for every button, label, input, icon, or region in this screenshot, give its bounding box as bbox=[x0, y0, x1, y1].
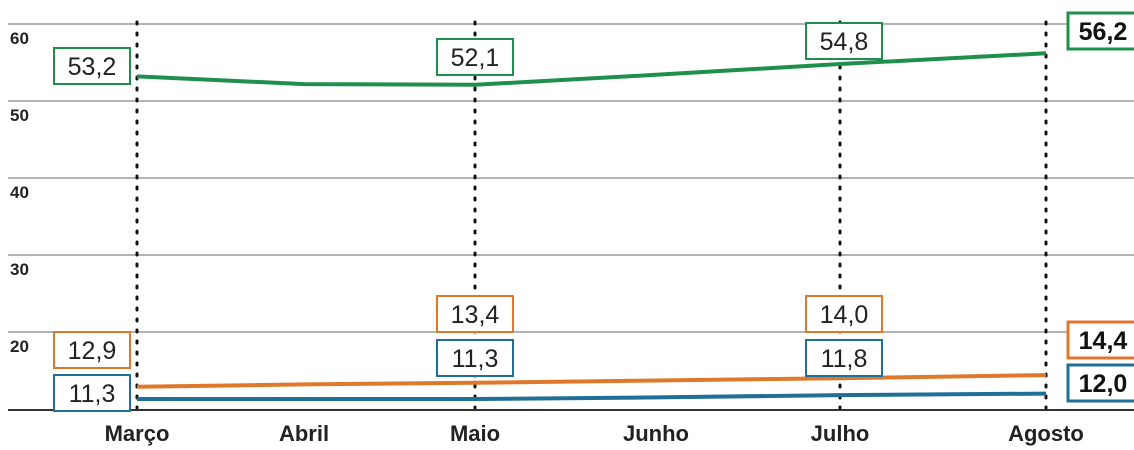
series-line-2 bbox=[137, 391, 1047, 401]
data-label: 11,3 bbox=[69, 380, 116, 408]
gridlines bbox=[8, 23, 1134, 411]
x-tick-label: Julho bbox=[811, 421, 870, 446]
data-label: 12,0 bbox=[1079, 370, 1128, 398]
data-label-box bbox=[53, 374, 131, 412]
data-label-box bbox=[1066, 11, 1134, 51]
data-label-box bbox=[1066, 363, 1134, 403]
data-label: 11,3 bbox=[452, 345, 499, 373]
data-label-box bbox=[53, 331, 131, 369]
series-line-0 bbox=[136, 51, 1047, 87]
y-tick-label: 20 bbox=[10, 337, 29, 356]
data-label: 11,8 bbox=[821, 345, 868, 373]
x-tick-label: Maio bbox=[450, 421, 500, 446]
data-label: 52,1 bbox=[451, 44, 500, 72]
data-label-box bbox=[805, 339, 883, 377]
data-label: 14,4 bbox=[1079, 327, 1128, 355]
data-label: 54,8 bbox=[820, 28, 869, 56]
data-label: 13,4 bbox=[451, 301, 500, 329]
data-label-box bbox=[436, 339, 514, 377]
data-label-box bbox=[53, 47, 131, 85]
data-label-box bbox=[436, 295, 514, 333]
data-label: 53,2 bbox=[68, 53, 117, 81]
series-line-1 bbox=[136, 373, 1047, 389]
data-labels: 53,2 52,1 54,8 56,2 12,9 13,4 14,0 14,4 11,3 11,3… bbox=[53, 11, 1134, 412]
data-label: 12,9 bbox=[68, 337, 117, 365]
x-tick-label: Junho bbox=[623, 421, 689, 446]
x-tick-label: Agosto bbox=[1008, 421, 1084, 446]
y-axis-ticks: 60 50 40 30 20 bbox=[10, 29, 29, 356]
y-tick-label: 50 bbox=[10, 106, 29, 125]
x-tick-label: Março bbox=[105, 421, 170, 446]
x-tick-label: Abril bbox=[279, 421, 329, 446]
y-tick-label: 30 bbox=[10, 260, 29, 279]
y-tick-label: 40 bbox=[10, 183, 29, 202]
x-axis-labels: Março Abril Maio Junho Julho Agosto bbox=[105, 421, 1084, 446]
data-label-box bbox=[805, 22, 883, 60]
data-label-box bbox=[1066, 320, 1134, 360]
series-lines bbox=[136, 51, 1047, 401]
y-tick-label: 60 bbox=[10, 29, 29, 48]
data-label-box bbox=[805, 295, 883, 333]
data-label-box bbox=[436, 38, 514, 76]
data-label: 14,0 bbox=[820, 301, 869, 329]
data-label: 56,2 bbox=[1079, 18, 1128, 46]
